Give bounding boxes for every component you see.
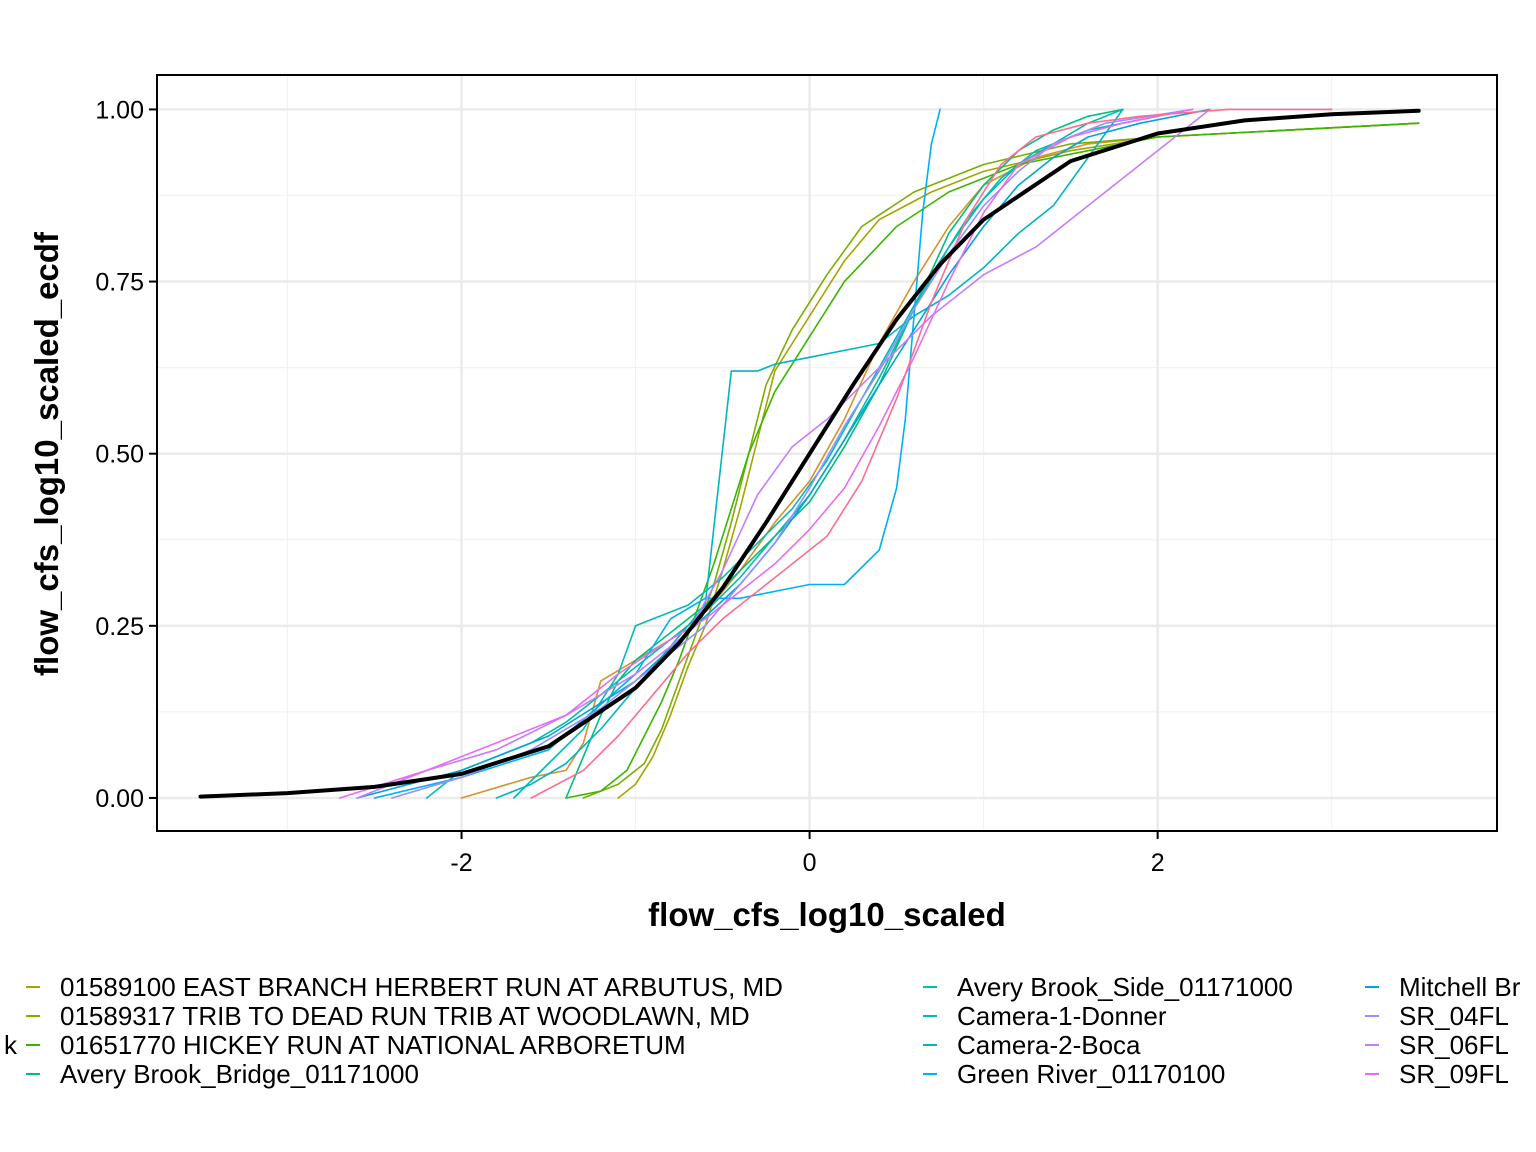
legend-label: Avery Brook_Side_01171000 — [957, 972, 1293, 1002]
series-line — [617, 122, 1420, 799]
legend-item: Camera-2-Boca — [923, 1030, 1141, 1060]
legend-item: 01589100 EAST BRANCH HERBERT RUN AT ARBU… — [26, 972, 783, 1002]
legend-item: 01589317 TRIB TO DEAD RUN TRIB AT WOODLA… — [26, 1001, 750, 1031]
series-line — [460, 122, 1420, 799]
legend-item: SR_06FL — [1365, 1030, 1509, 1060]
legend-label: Avery Brook_Bridge_01171000 — [60, 1059, 419, 1089]
legend-label: k — [4, 1030, 18, 1060]
legend-label: SR_09FL — [1399, 1059, 1509, 1089]
legend-item: SR_09FL — [1365, 1059, 1509, 1089]
legend-item: Camera-1-Donner — [923, 1001, 1167, 1031]
legend-item: SR_04FL — [1365, 1001, 1509, 1031]
x-tick-label: 0 — [803, 849, 817, 877]
legend-label: SR_06FL — [1399, 1030, 1509, 1060]
legend-label: 01589100 EAST BRANCH HERBERT RUN AT ARBU… — [60, 972, 783, 1002]
axis-ticks: -2 0 2 0.00 0.25 0.50 0.75 1.00 — [95, 96, 1164, 877]
series-line — [356, 108, 1211, 799]
series-line — [391, 108, 1194, 799]
y-tick-label: 0.00 — [95, 785, 144, 813]
fitted-ecdf-line — [198, 108, 1421, 799]
series-line — [495, 108, 1124, 799]
x-tick-label: -2 — [450, 849, 472, 877]
series-line — [565, 122, 1420, 799]
series-line — [338, 108, 1194, 799]
legend-label: SR_04FL — [1399, 1001, 1509, 1031]
legend-label: 01589317 TRIB TO DEAD RUN TRIB AT WOODLA… — [60, 1001, 750, 1031]
legend-label: 01651770 HICKEY RUN AT NATIONAL ARBORETU… — [60, 1030, 686, 1060]
legend-item: 01651770 HICKEY RUN AT NATIONAL ARBORETU… — [26, 1030, 686, 1060]
y-tick-label: 0.75 — [95, 269, 144, 297]
legend-label: Mitchell Br — [1399, 972, 1521, 1002]
legend: k 01589100 EAST BRANCH HERBERT RUN AT ARB… — [4, 972, 1521, 1089]
legend-label: Camera-1-Donner — [957, 1001, 1167, 1031]
series-line — [582, 122, 1420, 799]
y-tick-label: 0.50 — [95, 441, 144, 469]
x-tick-label: 2 — [1151, 849, 1165, 877]
series-lines — [198, 108, 1421, 799]
y-tick-label: 1.00 — [95, 96, 144, 124]
x-axis-title: flow_cfs_log10_scaled — [648, 896, 1006, 933]
series-line — [530, 108, 1333, 799]
legend-label: Camera-2-Boca — [957, 1030, 1141, 1060]
legend-item: Mitchell Br — [1365, 972, 1521, 1002]
grid-lines — [157, 75, 1497, 831]
y-tick-label: 0.25 — [95, 613, 144, 641]
legend-item: Avery Brook_Bridge_01171000 — [26, 1059, 419, 1089]
y-axis-title: flow_cfs_log10_scaled_ecdf — [28, 231, 65, 676]
legend-item: Avery Brook_Side_01171000 — [923, 972, 1293, 1002]
legend-item: k — [4, 1030, 18, 1060]
legend-label: Green River_01170100 — [957, 1059, 1225, 1089]
legend-item: Green River_01170100 — [923, 1059, 1225, 1089]
